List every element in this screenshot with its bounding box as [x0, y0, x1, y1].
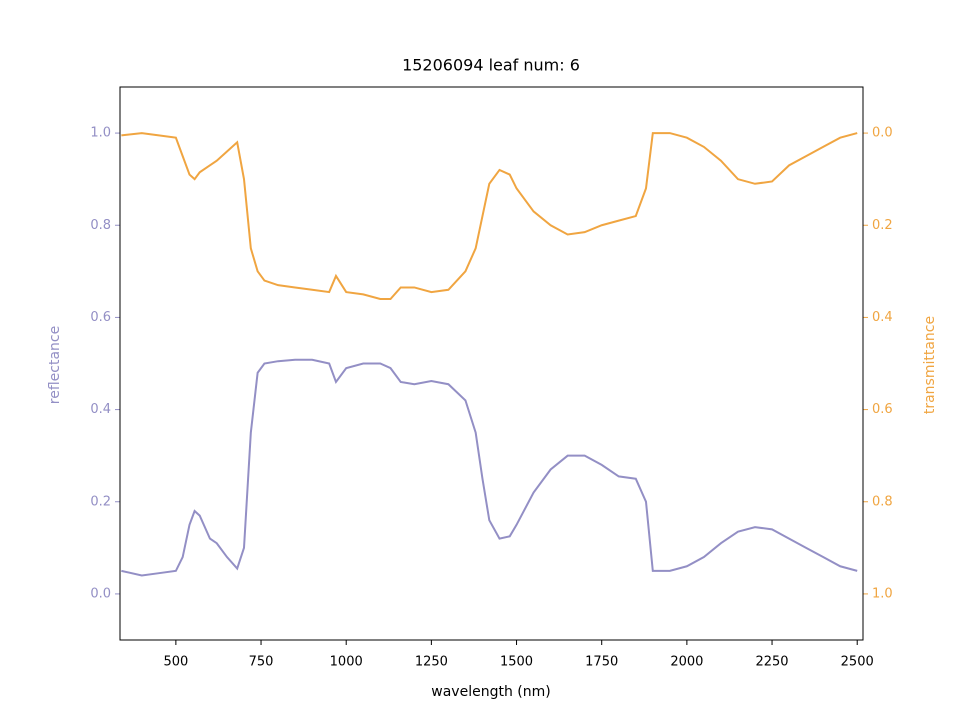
- y-tick-label: 0.6: [90, 310, 111, 325]
- x-tick-label: 2250: [755, 655, 788, 670]
- y2-tick-label: 0.6: [872, 402, 893, 417]
- y-tick-label: 0.8: [90, 218, 111, 233]
- chart-title: 15206094 leaf num: 6: [402, 56, 580, 75]
- x-tick-label: 1000: [330, 655, 363, 670]
- x-tick-label: 500: [163, 655, 188, 670]
- x-tick-label: 1500: [500, 655, 533, 670]
- y-tick-label: 0.4: [90, 402, 111, 417]
- y2-axis-label: transmittance: [922, 316, 938, 414]
- y-axis-label: reflectance: [47, 326, 63, 404]
- y2-tick-label: 0.8: [872, 494, 893, 509]
- data-line: [121, 358, 858, 577]
- x-tick-label: 2000: [670, 655, 703, 670]
- y2-tick-label: 0.0: [872, 126, 893, 141]
- x-tick-label: 1750: [585, 655, 618, 670]
- x-axis-label: wavelength (nm): [431, 684, 550, 700]
- y2-tick-label: 1.0: [872, 586, 893, 601]
- y-tick-label: 0.0: [90, 586, 111, 601]
- y2-tick-label: 0.4: [872, 310, 893, 325]
- x-tick-label: 1250: [415, 655, 448, 670]
- y2-tick-label: 0.2: [872, 218, 893, 233]
- y-tick-label: 0.2: [90, 494, 111, 509]
- data-line: [121, 132, 858, 300]
- x-tick-label: 750: [249, 655, 274, 670]
- x-tick-label: 2500: [841, 655, 874, 670]
- plot-frame: [119, 86, 864, 641]
- y-tick-label: 1.0: [90, 126, 111, 141]
